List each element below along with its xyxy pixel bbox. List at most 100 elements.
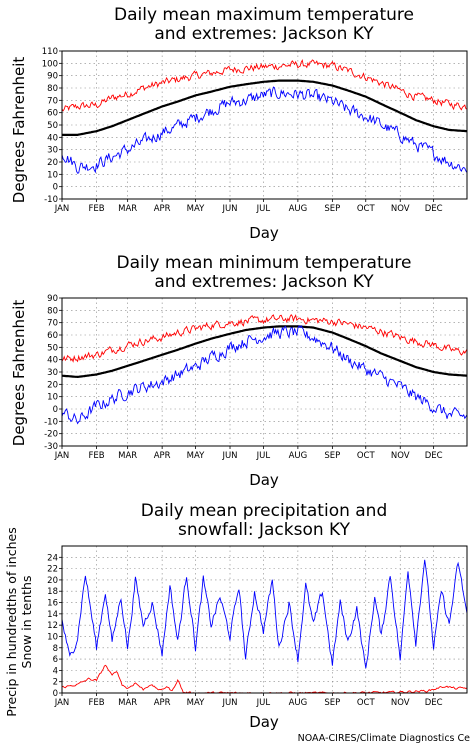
y-tick-label: 14 — [47, 610, 58, 620]
y-tick-label: 100 — [42, 59, 58, 69]
y-tick-label: 16 — [47, 599, 58, 609]
y-tick-label: 2 — [53, 678, 58, 688]
x-tick-label: DEC — [425, 204, 443, 214]
x-tick-label: OCT — [357, 698, 376, 708]
panel2-title-line1: Daily mean minimum temperature — [117, 253, 412, 273]
x-tick-label: AUG — [289, 698, 308, 708]
y-tick-label: 90 — [47, 294, 58, 304]
x-tick-label: NOV — [391, 698, 410, 708]
x-tick-label: JAN — [54, 204, 70, 214]
panel-max-temp: Daily mean maximum temperature and extre… — [10, 5, 468, 242]
panel1-title-line1: Daily mean maximum temperature — [114, 5, 414, 25]
panel1-plot: -10 0 10 20 30 40 50 60 70 80 90 100 110 JAN FEB MAR APR… — [42, 47, 468, 214]
y-tick-label: 50 — [47, 343, 58, 353]
y-tick-label: -20 — [44, 430, 58, 440]
x-tick-label: SEP — [324, 204, 340, 214]
y-tick-label: -30 — [44, 442, 58, 452]
x-tick-label: MAY — [187, 204, 205, 214]
panel2-ylabel: Degrees Fahrenheit — [10, 300, 28, 447]
panel2-title-line2: and extremes: Jackson KY — [154, 272, 374, 292]
x-tick-label: JUN — [221, 698, 237, 708]
y-tick-label: 20 — [47, 380, 58, 390]
credit-text: NOAA-CIRES/Climate Diagnostics Ce — [298, 733, 471, 744]
y-tick-label: 80 — [47, 84, 58, 94]
x-tick-label: JUL — [256, 451, 271, 461]
y-tick-label: 12 — [47, 621, 58, 631]
panel2-plot: -30 -20 -10 0 10 20 30 40 50 60 70 80 90 JAN FEB MAR APR… — [44, 294, 468, 461]
y-tick-label: -10 — [44, 195, 58, 205]
x-tick-label: DEC — [425, 451, 443, 461]
x-tick-label: FEB — [88, 204, 104, 214]
x-tick-label: FEB — [88, 451, 104, 461]
x-tick-label: JUN — [221, 204, 237, 214]
x-tick-label: JUL — [256, 204, 271, 214]
y-tick-label: 10 — [47, 393, 58, 403]
panel3-ylabel-line2: Snow in tenths — [19, 576, 34, 669]
x-tick-label: JAN — [54, 451, 70, 461]
y-tick-label: -10 — [44, 417, 58, 427]
x-tick-label: MAY — [187, 698, 205, 708]
panel-min-temp: Daily mean minimum temperature and extre… — [10, 253, 468, 489]
y-tick-label: 30 — [47, 146, 58, 156]
y-tick-label: 50 — [47, 121, 58, 131]
x-tick-label: APR — [154, 698, 171, 708]
y-tick-label: 110 — [42, 47, 58, 57]
x-tick-label: MAR — [118, 204, 137, 214]
x-tick-label: DEC — [425, 698, 443, 708]
x-tick-label: MAR — [118, 698, 137, 708]
series-line-1 — [62, 79, 468, 136]
x-tick-label: MAY — [187, 451, 205, 461]
y-tick-label: 22 — [47, 565, 58, 575]
x-tick-label: AUG — [289, 204, 308, 214]
x-tick-label: OCT — [357, 204, 376, 214]
panel1-title-line2: and extremes: Jackson KY — [154, 24, 374, 44]
panel3-ylabel-line1: Precip in hundredths of inches — [4, 527, 19, 716]
panel3-title-line1: Daily mean precipitation and — [141, 501, 388, 521]
y-tick-label: 30 — [47, 368, 58, 378]
y-tick-label: 20 — [47, 158, 58, 168]
panel-precip: Daily mean precipitation and snowfall: J… — [4, 501, 468, 731]
panel1-xlabel: Day — [249, 224, 279, 242]
y-tick-label: 24 — [47, 553, 58, 563]
x-tick-label: AUG — [289, 451, 308, 461]
y-tick-label: 70 — [47, 96, 58, 106]
plot-frame — [61, 297, 468, 447]
y-tick-label: 18 — [47, 587, 58, 597]
panel2-xlabel: Day — [249, 471, 279, 489]
x-tick-label: NOV — [391, 204, 410, 214]
series-line-0 — [61, 59, 468, 112]
y-tick-label: 80 — [47, 306, 58, 316]
y-tick-label: 20 — [47, 576, 58, 586]
y-tick-label: 60 — [47, 331, 58, 341]
x-tick-label: NOV — [391, 451, 410, 461]
x-tick-label: JUL — [256, 698, 271, 708]
x-tick-label: FEB — [88, 698, 104, 708]
y-tick-label: 40 — [47, 133, 58, 143]
y-tick-label: 40 — [47, 356, 58, 366]
series-line-1 — [61, 325, 468, 379]
x-tick-label: JUN — [221, 451, 237, 461]
y-tick-label: 10 — [47, 632, 58, 642]
series-line-0 — [61, 559, 468, 669]
x-tick-label: MAR — [118, 451, 137, 461]
series-line-2 — [61, 86, 468, 174]
x-tick-label: JAN — [54, 698, 70, 708]
y-tick-label: 0 — [53, 183, 58, 193]
y-tick-label: 0 — [53, 689, 58, 699]
series-line-1 — [61, 664, 468, 694]
y-tick-label: 10 — [47, 170, 58, 180]
series-line-0 — [61, 314, 468, 363]
x-tick-label: OCT — [357, 451, 376, 461]
x-tick-label: SEP — [324, 451, 340, 461]
panel3-title-line2: snowfall: Jackson KY — [178, 520, 351, 540]
y-tick-label: 60 — [47, 109, 58, 119]
plot-frame — [61, 545, 468, 694]
y-tick-label: 0 — [53, 405, 58, 415]
y-tick-label: 6 — [53, 655, 58, 665]
y-tick-label: 4 — [53, 666, 58, 676]
x-tick-label: SEP — [324, 698, 340, 708]
series-line-2 — [61, 324, 468, 425]
y-tick-label: 90 — [47, 72, 58, 82]
